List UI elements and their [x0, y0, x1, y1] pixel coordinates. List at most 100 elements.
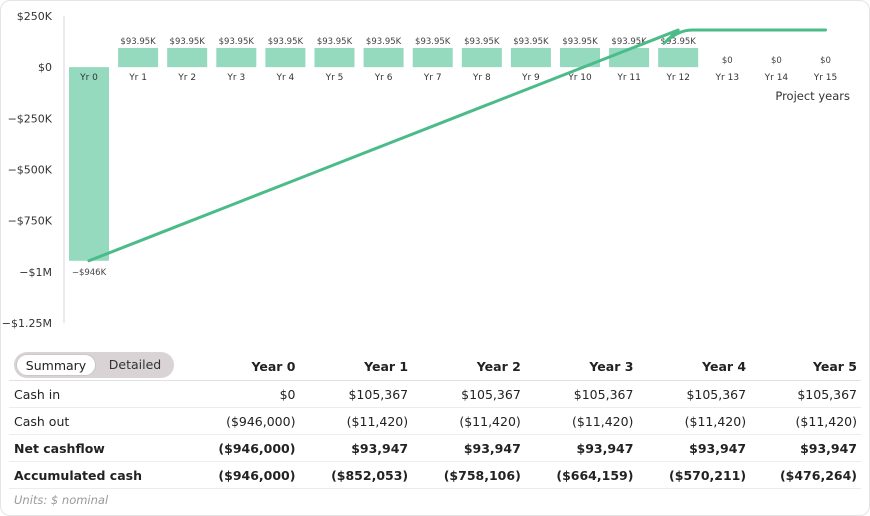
x-tick-label: Yr 1	[128, 73, 147, 83]
x-tick-label: Yr 8	[472, 73, 491, 83]
detailed-tab[interactable]: Detailed	[108, 357, 162, 372]
y-tick-label: −$750K	[8, 215, 53, 228]
bar	[658, 47, 699, 68]
table-row: Net cashflow ($946,000) $93,947 $93,947 …	[9, 434, 861, 462]
column-header: Year 4	[637, 352, 751, 381]
cell: ($946,000)	[190, 461, 300, 489]
x-tick-label: Yr 10	[567, 73, 592, 83]
bars	[69, 47, 699, 261]
y-tick-label: −$1M	[19, 266, 52, 279]
cell: ($570,211)	[637, 461, 751, 489]
cell: ($11,420)	[524, 407, 638, 435]
cell: $105,367	[750, 380, 861, 408]
bar	[412, 47, 453, 68]
x-tick-label: Yr 14	[764, 73, 789, 83]
column-header: Year 0	[190, 352, 300, 381]
column-header: Year 1	[299, 352, 413, 381]
bar	[560, 47, 600, 68]
cell: $93,947	[637, 434, 751, 462]
cell: ($476,264)	[750, 461, 861, 489]
y-tick-label: $0	[38, 61, 52, 74]
y-tick-label: $250K	[17, 10, 53, 23]
accumulated-cash-line	[87, 28, 827, 263]
cell: ($946,000)	[190, 407, 300, 435]
units-note: Units: $ nominal	[14, 493, 109, 507]
column-header: Year 2	[412, 352, 525, 381]
cell: ($11,420)	[412, 407, 525, 435]
x-tick-label: Yr 0	[79, 73, 98, 83]
data-label: $0	[771, 56, 782, 66]
x-tick-label: Yr 6	[374, 73, 393, 83]
cashflow-table: Year 0 Year 1 Year 2 Year 3 Year 4 Year …	[9, 352, 861, 489]
bar	[118, 47, 159, 68]
bar	[216, 47, 257, 68]
cell: ($11,420)	[299, 407, 413, 435]
data-label: $93.95K	[661, 37, 697, 47]
summary-tab[interactable]: Summary	[16, 354, 96, 376]
data-label: $93.95K	[415, 37, 451, 47]
table-row: Cash in $0 $105,367 $105,367 $105,367 $1…	[9, 380, 861, 408]
bar	[314, 47, 355, 68]
cell: $105,367	[637, 380, 751, 408]
cell: $93,947	[524, 434, 638, 462]
data-label: $93.95K	[120, 37, 156, 47]
data-label: $93.95K	[268, 37, 304, 47]
x-tick-label: Yr 2	[177, 73, 196, 83]
x-tick-label: Yr 7	[423, 73, 442, 83]
x-axis-title: Project years	[775, 89, 850, 103]
x-tick-label: Yr 12	[665, 73, 690, 83]
data-label: $93.95K	[317, 37, 353, 47]
bar	[461, 47, 502, 68]
data-label: $93.95K	[464, 37, 500, 47]
y-axis: $250K $0 −$250K −$500K −$750K −$1M −$1.25M	[2, 10, 65, 330]
row-label: Cash out	[9, 407, 191, 435]
x-tick-label: Yr 11	[616, 73, 641, 83]
data-label: $93.95K	[611, 37, 647, 47]
cell: ($664,159)	[524, 461, 638, 489]
row-label: Cash in	[9, 380, 191, 408]
table-row: Accumulated cash ($946,000) ($852,053) (…	[9, 461, 861, 489]
y-tick-label: −$250K	[8, 112, 53, 125]
accumulated-cash-line-group	[87, 28, 827, 263]
data-label: $0	[722, 56, 733, 66]
data-label: −$946K	[72, 268, 107, 278]
bar	[510, 47, 551, 68]
cell: $0	[190, 380, 300, 408]
x-tick-labels: Yr 0 Yr 1 Yr 2 Yr 3 Yr 4 Yr 5 Yr 6 Yr 7 Yr 8 Yr 9…	[79, 73, 837, 83]
column-header: Year 3	[524, 352, 638, 381]
x-tick-label: Yr 3	[226, 73, 245, 83]
bar	[167, 47, 208, 68]
cell: ($852,053)	[299, 461, 413, 489]
cell: $93,947	[299, 434, 413, 462]
x-tick-label: Yr 15	[813, 73, 838, 83]
cell: $105,367	[412, 380, 525, 408]
cell: ($11,420)	[637, 407, 751, 435]
bar	[265, 47, 306, 68]
data-label: $93.95K	[170, 37, 206, 47]
x-tick-label: Yr 4	[276, 73, 295, 83]
cell: ($946,000)	[190, 434, 300, 462]
view-toggle: Summary Detailed	[14, 352, 174, 378]
y-tick-label: −$1.25M	[2, 317, 52, 330]
data-labels: −$946K $93.95K $93.95K $93.95K $93.95K $93.95…	[72, 37, 831, 278]
row-label: Accumulated cash	[9, 461, 191, 489]
y-tick-label: −$500K	[8, 164, 53, 177]
cell: ($11,420)	[750, 407, 861, 435]
column-header: Year 5	[750, 352, 861, 381]
x-tick-label: Yr 13	[715, 73, 740, 83]
x-tick-label: Yr 5	[325, 73, 344, 83]
x-tick-label: Yr 9	[521, 73, 540, 83]
bar	[69, 67, 109, 261]
row-label: Net cashflow	[9, 434, 191, 462]
cell: $93,947	[412, 434, 525, 462]
cashflow-chart: $250K $0 −$250K −$500K −$750K −$1M −$1.25M Yr …	[2, 10, 850, 330]
data-label: $0	[820, 56, 831, 66]
data-label: $93.95K	[366, 37, 402, 47]
table-row: Cash out ($946,000) ($11,420) ($11,420) …	[9, 407, 861, 435]
cell: ($758,106)	[412, 461, 525, 489]
cell: $105,367	[299, 380, 413, 408]
cell: $93,947	[750, 434, 861, 462]
data-label: $93.95K	[513, 37, 549, 47]
cell: $105,367	[524, 380, 638, 408]
data-label: $93.95K	[219, 37, 255, 47]
